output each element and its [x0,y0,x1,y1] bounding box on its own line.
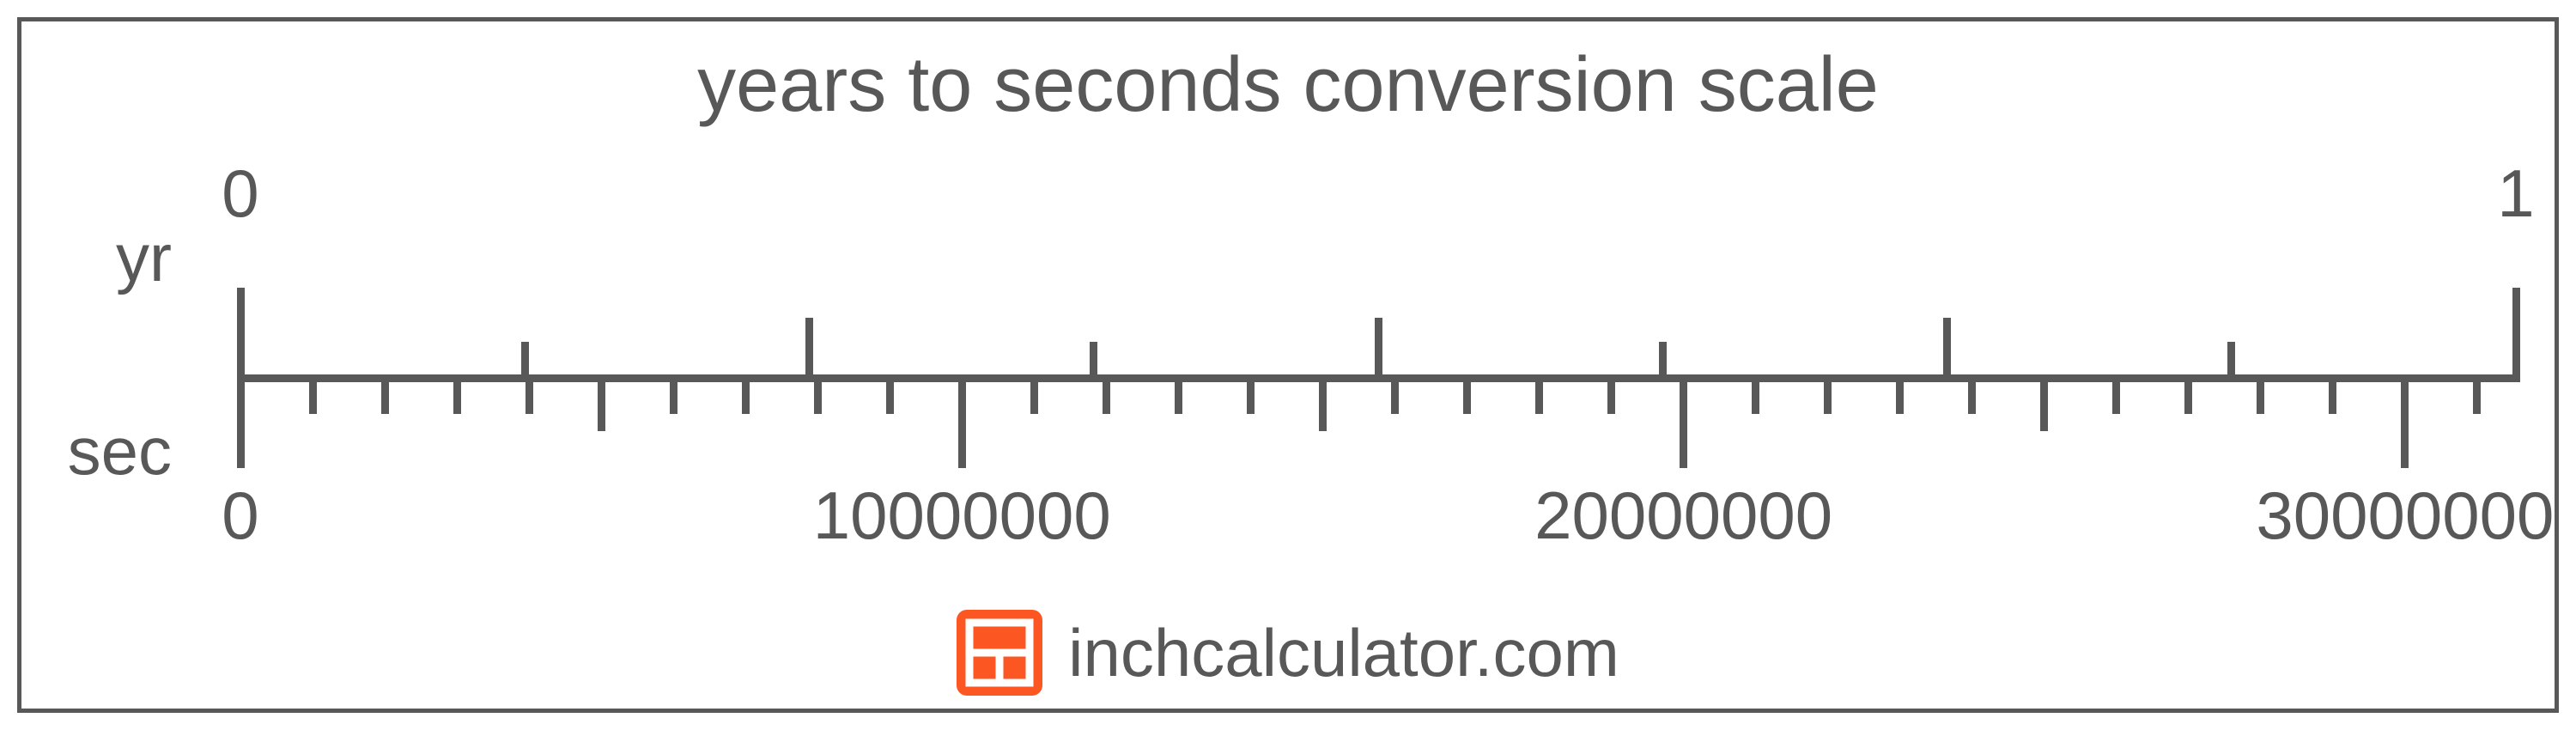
bottom-tick-label: 0 [222,477,258,555]
bottom-tick [598,378,605,431]
top-tick [1375,318,1382,378]
top-tick [805,318,813,378]
bottom-tick [1391,378,1399,414]
bottom-tick [742,378,750,414]
bottom-tick [1535,378,1543,414]
bottom-tick [886,378,894,414]
bottom-tick [814,378,822,414]
top-tick [1943,318,1951,378]
bottom-tick [670,378,677,414]
bottom-tick [1824,378,1832,414]
bottom-tick [237,378,245,468]
top-tick [237,288,245,378]
bottom-tick [2112,378,2120,414]
calculator-logo-svg [957,610,1042,696]
bottom-tick [2473,378,2481,414]
top-tick-label: 1 [2497,155,2534,233]
top-tick-label: 0 [222,155,258,233]
bottom-tick [526,378,533,414]
bottom-tick [2329,378,2336,414]
bottom-unit-label: sec [0,412,172,490]
bottom-tick [453,378,461,414]
bottom-tick [1319,378,1327,431]
bottom-tick [1103,378,1110,414]
bottom-tick [1247,378,1255,414]
top-unit-label: yr [0,219,172,297]
top-tick [2227,342,2235,378]
bottom-tick-label: 30000000 [2256,477,2554,555]
top-tick [1090,342,1097,378]
bottom-tick [1175,378,1182,414]
top-tick [1659,342,1667,378]
bottom-tick [2040,378,2048,431]
bottom-tick [1680,378,1687,468]
top-tick [521,342,529,378]
calculator-logo-icon [957,610,1042,696]
bottom-tick [2257,378,2264,414]
footer-text: inchcalculator.com [1068,614,1619,692]
chart-title: years to seconds conversion scale [258,41,2318,130]
bottom-tick [2184,378,2192,414]
bottom-tick [2401,378,2409,468]
bottom-tick [381,378,389,414]
footer: inchcalculator.com [0,610,2576,696]
bottom-tick [1752,378,1759,414]
bottom-tick-label: 10000000 [813,477,1111,555]
bottom-tick [1030,378,1038,414]
bottom-tick [1607,378,1615,414]
bottom-tick [1896,378,1904,414]
top-tick [2512,288,2520,378]
bottom-tick-label: 20000000 [1534,477,1832,555]
bottom-tick [958,378,966,468]
bottom-tick [1463,378,1471,414]
bottom-tick [309,378,317,414]
bottom-tick [1968,378,1976,414]
